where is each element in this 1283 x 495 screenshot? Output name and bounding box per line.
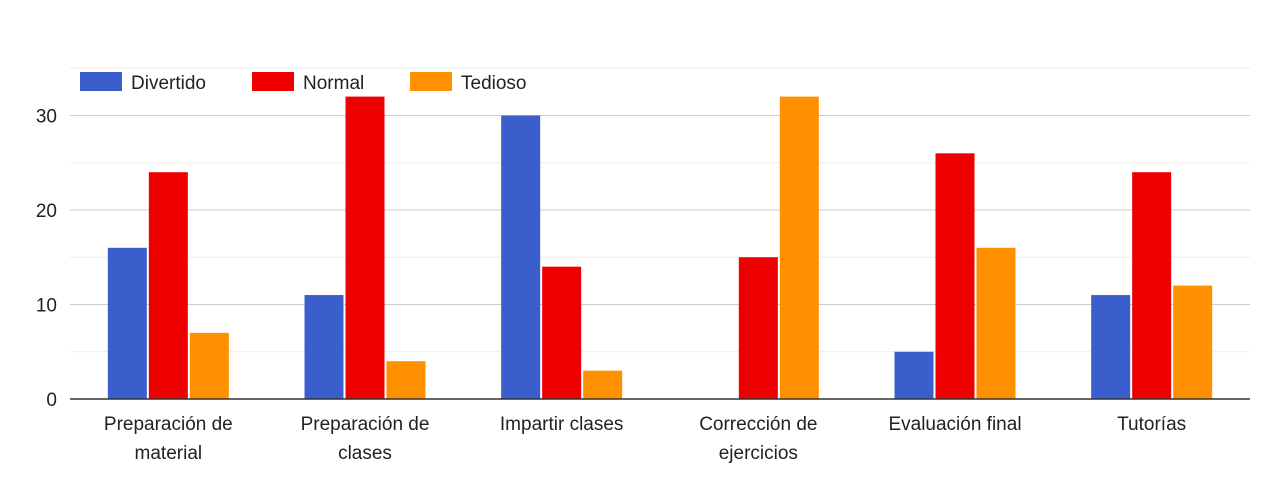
- bar-divertido: [107, 247, 147, 399]
- x-category-label: Impartir clases: [500, 414, 624, 435]
- x-category-label: Tutorías: [1117, 414, 1186, 435]
- legend-swatch-normal: [252, 72, 294, 91]
- bar-tedioso: [779, 96, 819, 399]
- x-category-label: Evaluación final: [888, 414, 1021, 435]
- x-category-label-line: Preparación de: [104, 414, 233, 435]
- bar-divertido: [304, 295, 344, 399]
- bar-normal: [148, 172, 188, 399]
- bar-tedioso: [189, 332, 229, 399]
- bar-tedioso: [1173, 285, 1213, 399]
- bar-tedioso: [976, 247, 1016, 399]
- legend-label-normal: Normal: [303, 73, 364, 94]
- bar-normal: [542, 266, 582, 399]
- x-category-label-line: Impartir clases: [500, 414, 624, 435]
- y-tick-label: 10: [36, 296, 57, 317]
- legend-label-divertido: Divertido: [131, 73, 206, 94]
- y-axis-ticks: 0 10 20 30: [36, 107, 57, 412]
- x-category-label-line: Evaluación final: [888, 414, 1021, 435]
- bar-divertido: [501, 115, 541, 399]
- y-tick-label: 20: [36, 201, 57, 222]
- y-tick-label: 30: [36, 107, 57, 128]
- y-tick-label: 0: [46, 390, 57, 411]
- bar-tedioso: [386, 361, 426, 399]
- x-category-label-line: Corrección de: [699, 414, 817, 435]
- legend-label-tedioso: Tedioso: [461, 73, 527, 94]
- x-category-label-line: Preparación de: [301, 414, 430, 435]
- legend-swatch-divertido: [80, 72, 122, 91]
- x-category-label: Corrección de ejercicios: [699, 414, 817, 464]
- bars: [107, 96, 1213, 399]
- legend-swatch-tedioso: [410, 72, 452, 91]
- bar-tedioso: [583, 370, 623, 399]
- bar-normal: [345, 96, 385, 399]
- x-category-label-line: material: [135, 443, 203, 464]
- bar-divertido: [1091, 295, 1131, 399]
- x-category-label-line: ejercicios: [719, 443, 798, 464]
- x-category-label-line: Tutorías: [1117, 414, 1186, 435]
- x-category-label: Preparación de material: [104, 414, 233, 464]
- x-category-label: Preparación de clases: [301, 414, 430, 464]
- gridlines: [70, 67, 1250, 353]
- legend: Divertido Normal Tedioso: [80, 72, 527, 94]
- bar-normal: [1132, 172, 1172, 399]
- x-axis-labels: Preparación de material Preparación de clas…: [104, 414, 1186, 464]
- x-category-label-line: clases: [338, 443, 392, 464]
- bar-divertido: [894, 351, 934, 399]
- bar-normal: [738, 257, 778, 399]
- bar-normal: [935, 153, 975, 399]
